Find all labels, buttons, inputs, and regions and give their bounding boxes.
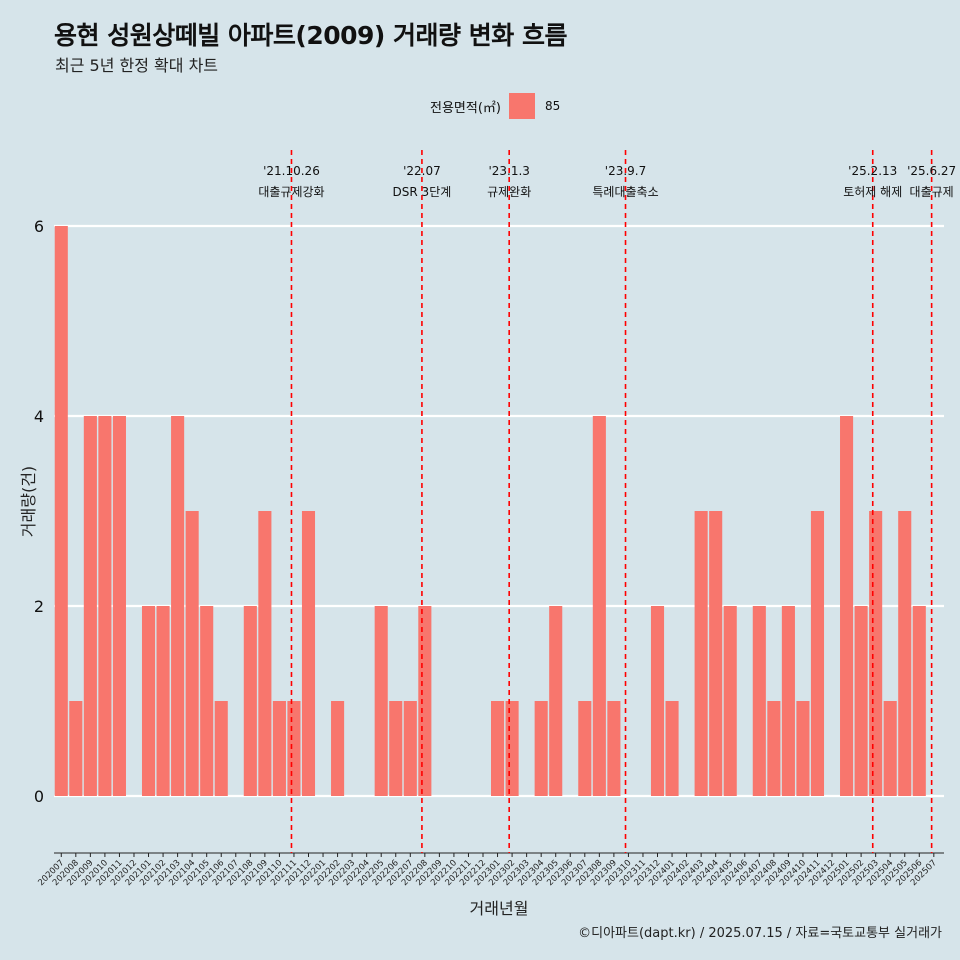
bar (665, 701, 679, 796)
event-label: 규제완화 (487, 185, 531, 199)
source-caption: ©디아파트(dapt.kr) / 2025.07.15 / 자료=국토교통부 실… (578, 926, 942, 941)
bar (112, 416, 126, 796)
y-tick-label: 0 (34, 787, 44, 806)
bar (243, 606, 257, 796)
bar (796, 701, 810, 796)
bar (418, 606, 432, 796)
bar (287, 701, 301, 796)
event-label: 대출규제강화 (258, 185, 324, 199)
event-label: 특례대출축소 (592, 185, 658, 199)
bar (854, 606, 868, 796)
event-date-label: '23.9.7 (605, 164, 646, 178)
bar (389, 701, 403, 796)
bar (98, 416, 112, 796)
event-label: 토허제 해제 (843, 185, 902, 199)
y-tick-label: 2 (34, 597, 44, 616)
bar (752, 606, 766, 796)
bar (505, 701, 519, 796)
bar (374, 606, 388, 796)
bar (650, 606, 665, 796)
x-axis-title: 거래년월 (470, 899, 529, 918)
bar (272, 701, 286, 796)
event-date-label: '23.1.3 (488, 164, 529, 178)
bar (781, 606, 795, 796)
bar (491, 701, 505, 796)
bar (83, 416, 97, 796)
bar (767, 701, 781, 796)
bar (898, 511, 912, 796)
bar (810, 511, 825, 796)
bar (403, 701, 417, 796)
bar (592, 416, 606, 796)
bar (534, 701, 548, 796)
bar (200, 606, 214, 796)
y-tick-label: 6 (34, 217, 44, 236)
bar (258, 511, 272, 796)
chart-subtitle: 최근 5년 한정 확대 차트 (55, 56, 219, 75)
bar (214, 701, 228, 796)
event-date-label: '25.6.27 (907, 164, 956, 178)
bar (840, 416, 854, 796)
bar (578, 701, 592, 796)
bar (883, 701, 897, 796)
bar (331, 701, 345, 796)
bar (301, 511, 316, 796)
bar (141, 606, 156, 796)
bar (156, 606, 170, 796)
bar (185, 511, 199, 796)
y-tick-label: 4 (34, 407, 44, 426)
bar (69, 701, 83, 796)
event-label: DSR 3단계 (393, 185, 452, 199)
legend-item-label: 85 (544, 99, 561, 113)
legend: 전용면적(㎡) 85 (430, 93, 560, 119)
event-date-label: '25.2.13 (848, 164, 897, 178)
bar (869, 511, 883, 796)
bar (709, 511, 723, 796)
bar (912, 606, 926, 796)
legend-swatch (508, 93, 535, 119)
bar (723, 606, 737, 796)
legend-title: 전용면적(㎡) (430, 100, 501, 116)
bar (607, 701, 621, 796)
bar (171, 416, 185, 796)
y-axis-title: 거래량(건) (19, 466, 38, 537)
event-date-label: '22.07 (403, 164, 441, 178)
bar (694, 511, 708, 796)
bar (549, 606, 563, 796)
chart-title: 용현 성원상떼빌 아파트(2009) 거래량 변화 흐름 (54, 21, 567, 50)
bar (54, 226, 68, 796)
event-label: 대출규제 (910, 185, 954, 199)
event-date-label: '21.10.26 (263, 164, 320, 178)
